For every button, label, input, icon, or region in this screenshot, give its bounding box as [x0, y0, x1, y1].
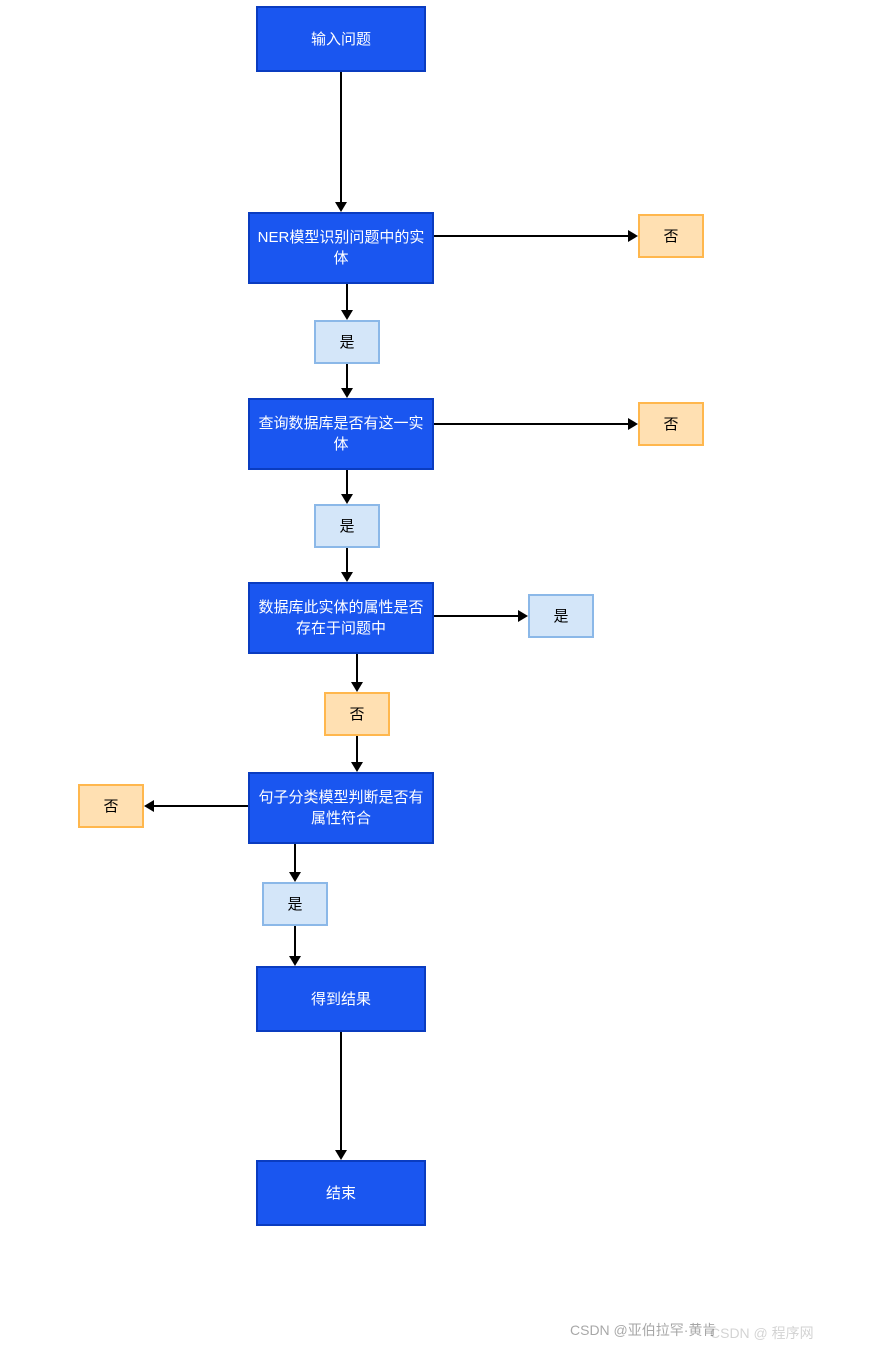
- node-yes-4: 是: [262, 882, 328, 926]
- edge: [346, 470, 348, 494]
- node-input-question: 输入问题: [256, 6, 426, 72]
- node-label: 输入问题: [311, 29, 371, 50]
- node-label: 句子分类模型判断是否有属性符合: [254, 787, 428, 829]
- node-yes-2: 是: [314, 504, 380, 548]
- node-label: 否: [103, 796, 118, 817]
- arrow-down-icon: [341, 388, 353, 398]
- node-attr-in-question: 数据库此实体的属性是否存在于问题中: [248, 582, 434, 654]
- node-yes-3: 是: [528, 594, 594, 638]
- node-label: 结束: [326, 1183, 356, 1204]
- edge: [434, 423, 628, 425]
- arrow-down-icon: [289, 872, 301, 882]
- arrow-down-icon: [289, 956, 301, 966]
- arrow-right-icon: [518, 610, 528, 622]
- edge: [434, 615, 518, 617]
- watermark-2: CSDN @ 程序网: [710, 1323, 814, 1343]
- arrow-down-icon: [341, 310, 353, 320]
- arrow-down-icon: [335, 202, 347, 212]
- edge: [340, 72, 342, 202]
- flowchart-canvas: 输入问题 NER模型识别问题中的实体 否 是 查询数据库是否有这一实体 否 是: [0, 0, 880, 1348]
- edge: [346, 548, 348, 572]
- node-label: NER模型识别问题中的实体: [254, 227, 428, 269]
- node-label: 否: [349, 704, 364, 725]
- edge: [356, 654, 358, 682]
- node-label: 是: [553, 606, 568, 627]
- node-yes-1: 是: [314, 320, 380, 364]
- arrow-down-icon: [335, 1150, 347, 1160]
- node-label: 是: [287, 894, 302, 915]
- edge: [340, 1032, 342, 1150]
- arrow-down-icon: [351, 682, 363, 692]
- watermark-1: CSDN @亚伯拉罕·黄肯: [570, 1320, 716, 1340]
- node-no-1: 否: [638, 214, 704, 258]
- node-label: 得到结果: [311, 989, 371, 1010]
- node-sentence-classify: 句子分类模型判断是否有属性符合: [248, 772, 434, 844]
- node-get-result: 得到结果: [256, 966, 426, 1032]
- arrow-right-icon: [628, 230, 638, 242]
- edge: [356, 736, 358, 762]
- arrow-down-icon: [351, 762, 363, 772]
- node-query-db: 查询数据库是否有这一实体: [248, 398, 434, 470]
- edge: [346, 364, 348, 388]
- edge: [294, 844, 296, 872]
- node-no-3: 否: [324, 692, 390, 736]
- node-no-2: 否: [638, 402, 704, 446]
- node-end: 结束: [256, 1160, 426, 1226]
- node-label: 否: [663, 414, 678, 435]
- node-label: 是: [339, 332, 354, 353]
- node-no-4: 否: [78, 784, 144, 828]
- edge: [154, 805, 248, 807]
- node-label: 否: [663, 226, 678, 247]
- node-label: 数据库此实体的属性是否存在于问题中: [254, 597, 428, 639]
- edge: [346, 284, 348, 310]
- arrow-down-icon: [341, 572, 353, 582]
- arrow-right-icon: [628, 418, 638, 430]
- edge: [294, 926, 296, 956]
- arrow-down-icon: [341, 494, 353, 504]
- node-label: 是: [339, 516, 354, 537]
- node-ner: NER模型识别问题中的实体: [248, 212, 434, 284]
- node-label: 查询数据库是否有这一实体: [254, 413, 428, 455]
- arrow-left-icon: [144, 800, 154, 812]
- edge: [434, 235, 628, 237]
